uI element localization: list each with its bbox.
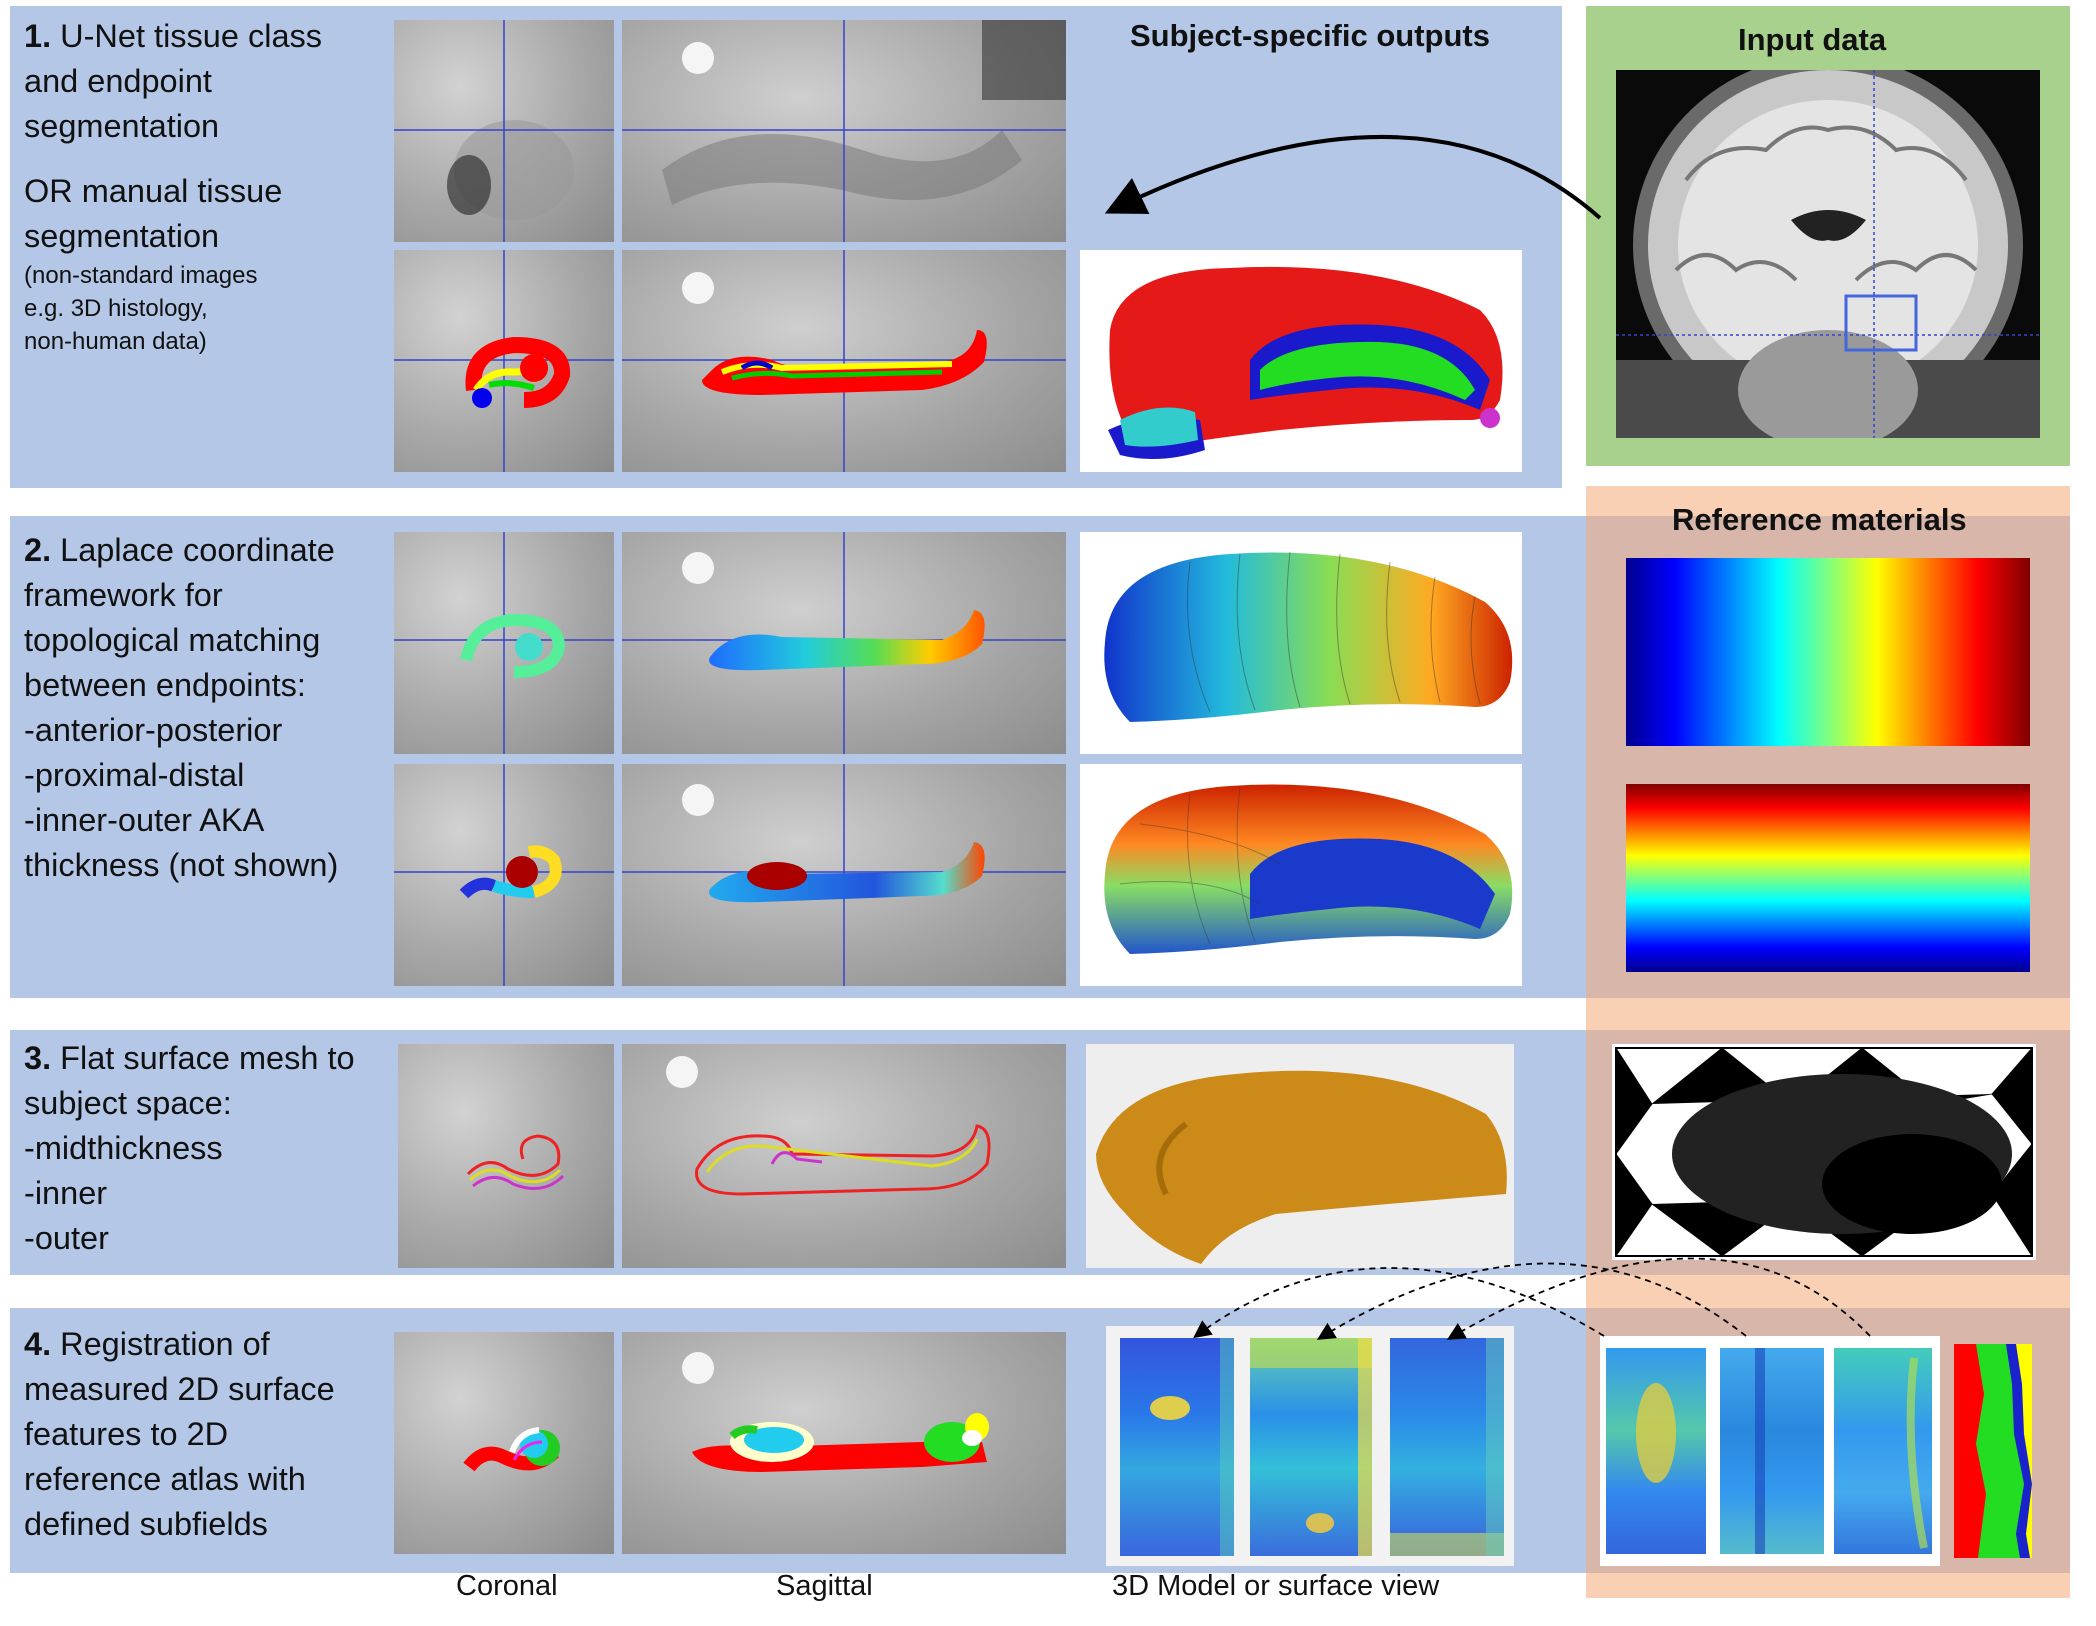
step-number: 3. bbox=[24, 1040, 52, 1076]
step-line: -midthickness bbox=[24, 1130, 223, 1166]
reference-flat-mesh bbox=[1612, 1044, 2036, 1260]
step-4-text: 4. Registration of measured 2D surface f… bbox=[24, 1322, 335, 1547]
step-line: topological matching bbox=[24, 622, 321, 658]
step-line: -inner bbox=[24, 1175, 108, 1211]
coronal-laplace-ap bbox=[394, 532, 614, 754]
step-line: OR manual tissue bbox=[24, 173, 283, 209]
sagittal-mri-plain bbox=[622, 20, 1066, 242]
step-line: Registration of bbox=[60, 1326, 270, 1362]
step-line: -proximal-distal bbox=[24, 757, 245, 793]
step-line: segmentation bbox=[24, 218, 220, 254]
step-3-text: 3. Flat surface mesh to subject space: -… bbox=[24, 1036, 355, 1261]
caption-sagittal: Sagittal bbox=[776, 1570, 873, 1602]
step-line: Flat surface mesh to bbox=[60, 1040, 355, 1076]
step-line: features to 2D bbox=[24, 1416, 229, 1452]
step-note: (non-standard images bbox=[24, 262, 258, 289]
step-line: U-Net tissue class bbox=[60, 18, 323, 54]
step-number: 1. bbox=[24, 18, 52, 54]
step-line: and endpoint bbox=[24, 63, 212, 99]
sagittal-laplace-pd bbox=[622, 764, 1066, 986]
reference-colormap-pd bbox=[1626, 784, 2030, 972]
3d-model-pd-gradient bbox=[1080, 764, 1522, 986]
step-line: -outer bbox=[24, 1220, 109, 1256]
step-line: -inner-outer AKA bbox=[24, 802, 265, 838]
caption-model: 3D Model or surface view bbox=[1112, 1570, 1440, 1602]
coronal-subfields bbox=[394, 1332, 614, 1554]
coronal-surface-contours bbox=[398, 1044, 614, 1268]
input-mri-coronal bbox=[1616, 70, 2040, 438]
step-line: measured 2D surface bbox=[24, 1371, 335, 1407]
coronal-mri-plain bbox=[394, 20, 614, 242]
step-note: non-human data) bbox=[24, 328, 207, 355]
subject-outputs-heading: Subject-specific outputs bbox=[1130, 18, 1490, 53]
input-data-heading: Input data bbox=[1738, 22, 1887, 57]
step-2-text: 2. Laplace coordinate framework for topo… bbox=[24, 528, 338, 888]
reference-feature-map-1 bbox=[1606, 1348, 1706, 1554]
step-line: subject space: bbox=[24, 1085, 232, 1121]
3d-model-tissue bbox=[1080, 250, 1522, 472]
step-line: defined subfields bbox=[24, 1506, 268, 1542]
step-number: 2. bbox=[24, 532, 52, 568]
step-line: between endpoints: bbox=[24, 667, 306, 703]
coronal-laplace-pd bbox=[394, 764, 614, 986]
step-number: 4. bbox=[24, 1326, 52, 1362]
sagittal-segmentation bbox=[622, 250, 1066, 472]
step-line: framework for bbox=[24, 577, 223, 613]
step-note: e.g. 3D histology, bbox=[24, 295, 208, 322]
reference-feature-map-3 bbox=[1834, 1348, 1932, 1554]
step-line: Laplace coordinate bbox=[60, 532, 335, 568]
step-line: thickness (not shown) bbox=[24, 847, 339, 883]
sagittal-subfields bbox=[622, 1332, 1066, 1554]
step-line: reference atlas with bbox=[24, 1461, 306, 1497]
sagittal-surface-contours bbox=[622, 1044, 1066, 1268]
3d-model-ap-gradient bbox=[1080, 532, 1522, 754]
3d-mesh-surface bbox=[1086, 1044, 1514, 1268]
step-line: segmentation bbox=[24, 108, 220, 144]
subject-surface-view-2 bbox=[1250, 1338, 1372, 1556]
sagittal-laplace-ap bbox=[622, 532, 1066, 754]
subject-surface-view-1 bbox=[1120, 1338, 1234, 1556]
reference-materials-heading: Reference materials bbox=[1672, 502, 1967, 537]
step-1-text: 1. U-Net tissue class and endpoint segme… bbox=[24, 14, 322, 358]
step-line: -anterior-posterior bbox=[24, 712, 283, 748]
reference-subfield-atlas bbox=[1954, 1344, 2032, 1558]
coronal-segmentation bbox=[394, 250, 614, 472]
caption-coronal: Coronal bbox=[456, 1570, 558, 1602]
reference-colormap-ap bbox=[1626, 558, 2030, 746]
reference-feature-map-2 bbox=[1720, 1348, 1824, 1554]
subject-surface-view-3 bbox=[1390, 1338, 1504, 1556]
